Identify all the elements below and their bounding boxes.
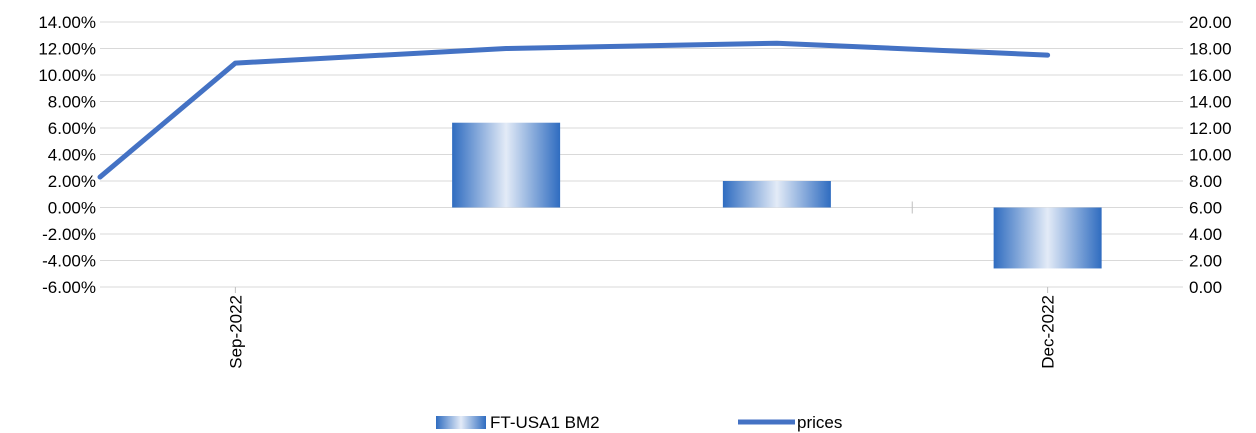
line-series (97, 40, 1051, 180)
left-tick-label: 12.00% (38, 40, 96, 59)
left-tick-label: 10.00% (38, 66, 96, 85)
legend-bar-label: FT-USA1 BM2 (490, 413, 600, 432)
left-tick-label: 14.00% (38, 13, 96, 32)
right-tick-label: 16.00 (1189, 66, 1232, 85)
left-tick-label: 4.00% (48, 146, 96, 165)
right-tick-label: 18.00 (1189, 40, 1232, 59)
legend-bar-swatch (436, 416, 486, 429)
right-tick-label: 0.00 (1189, 278, 1222, 297)
right-tick-label: 20.00 (1189, 13, 1232, 32)
right-tick-label: 8.00 (1189, 172, 1222, 191)
right-tick-label: 12.00 (1189, 119, 1232, 138)
x-tick-label: Sep-2022 (226, 295, 245, 369)
right-tick-label: 2.00 (1189, 252, 1222, 271)
bar (722, 181, 831, 208)
left-tick-label: -4.00% (42, 252, 96, 271)
right-axis: 20.00 18.00 16.00 14.00 12.00 10.00 8.00 6.00 4.… (1189, 13, 1232, 297)
x-axis: Sep-2022 Dec-2022 (100, 286, 1183, 369)
right-tick-label: 10.00 (1189, 146, 1232, 165)
gridlines (100, 21, 1183, 288)
left-tick-label: 6.00% (48, 119, 96, 138)
left-tick-label: 0.00% (48, 199, 96, 218)
right-tick-label: 6.00 (1189, 199, 1222, 218)
bar (452, 122, 561, 208)
left-tick-label: -6.00% (42, 278, 96, 297)
legend: FT-USA1 BM2 prices (436, 413, 842, 432)
right-tick-label: 14.00 (1189, 93, 1232, 112)
bar-series (452, 122, 1102, 269)
right-tick-label: 4.00 (1189, 225, 1222, 244)
x-tick-label: Dec-2022 (1039, 295, 1058, 369)
prices-line (97, 40, 1051, 180)
left-tick-label: -2.00% (42, 225, 96, 244)
left-axis: 14.00% 12.00% 10.00% 8.00% 6.00% 4.00% 2.00% 0.… (38, 13, 96, 297)
legend-line-label: prices (797, 413, 842, 432)
left-tick-label: 2.00% (48, 172, 96, 191)
bar (993, 207, 1102, 269)
left-tick-label: 8.00% (48, 93, 96, 112)
